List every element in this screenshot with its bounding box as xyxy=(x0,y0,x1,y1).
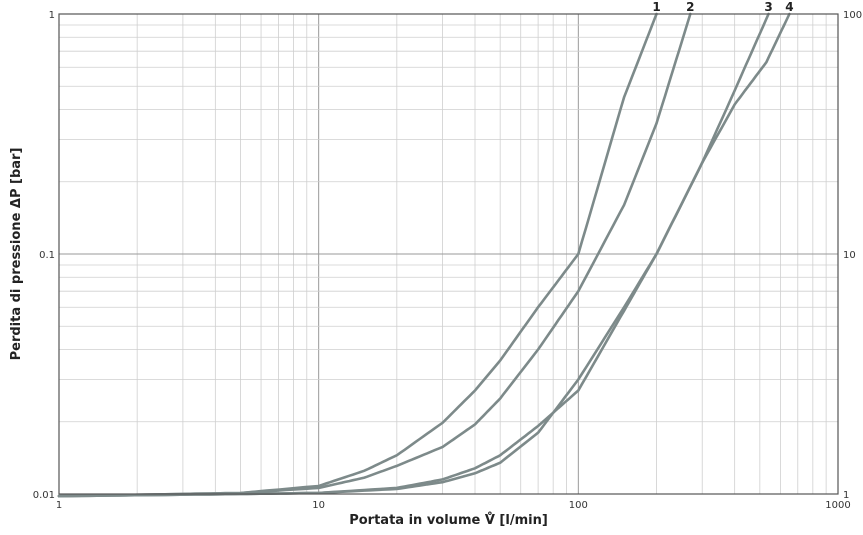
curve-4 xyxy=(57,12,791,498)
x-tick-labels: 1 10 100 1000 xyxy=(56,500,851,511)
curve-label-3: 3 xyxy=(764,0,772,14)
curve-1 xyxy=(57,12,658,498)
curve-label-2: 2 xyxy=(686,0,694,14)
y-tick-label: 1 xyxy=(49,10,55,21)
y-tick-label: 0.01 xyxy=(33,490,55,501)
y-axis-title: Perdita di pressione ΔP [bar] xyxy=(9,148,24,361)
curve-2 xyxy=(57,12,692,498)
y2-tick-label: 1 xyxy=(843,490,849,501)
y2-tick-label: 10 xyxy=(843,250,856,261)
x-axis-title: Portata in volume V̊ [l/min] xyxy=(349,513,548,528)
x-tick-label: 100 xyxy=(569,500,588,511)
x-tick-label: 1 xyxy=(56,500,62,511)
grid xyxy=(59,14,838,494)
x-tick-label: 1000 xyxy=(825,500,850,511)
plot-frame xyxy=(58,13,839,495)
curve-label-4: 4 xyxy=(785,0,793,14)
y-tick-labels: 0.01 0.1 1 xyxy=(33,10,55,501)
curve-label-1: 1 xyxy=(652,0,660,14)
curves xyxy=(57,12,791,498)
y2-tick-labels: 1 10 100 xyxy=(843,10,862,501)
y-tick-label: 0.1 xyxy=(39,250,55,261)
x-tick-label: 10 xyxy=(312,500,325,511)
y2-tick-label: 100 xyxy=(843,10,862,21)
